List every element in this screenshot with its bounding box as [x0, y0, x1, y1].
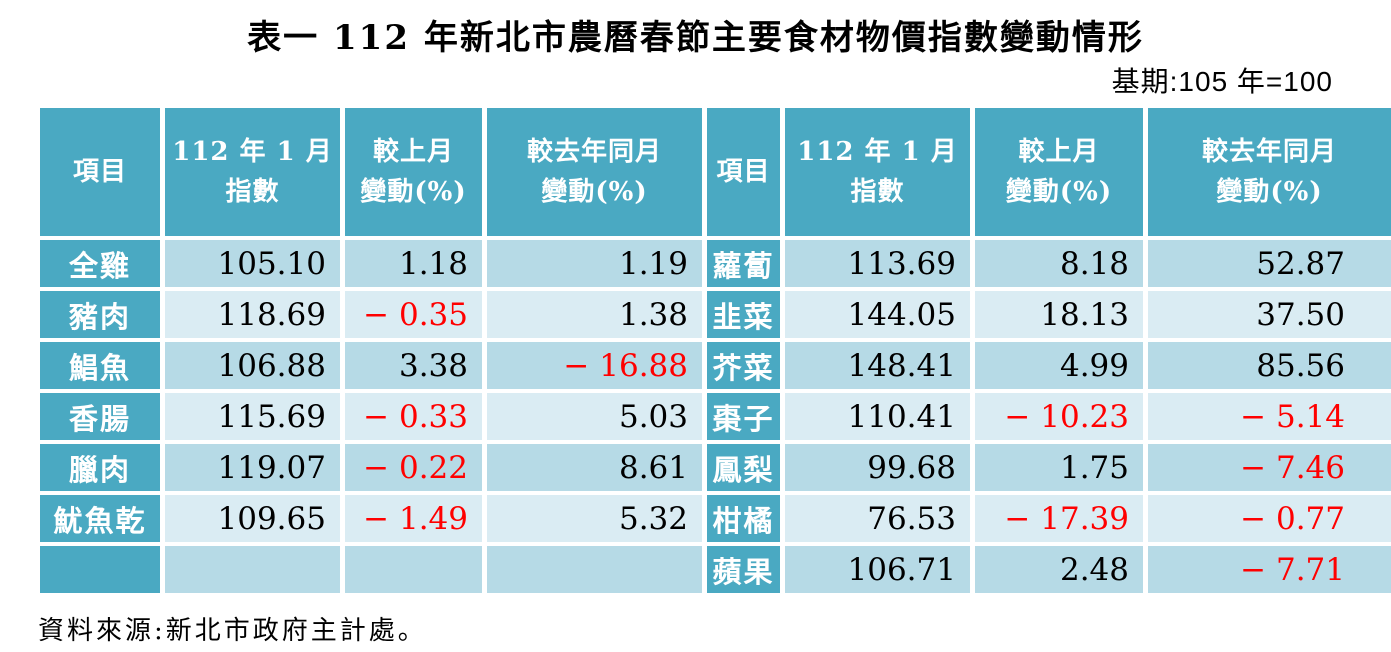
item-cell: 鳳梨	[707, 444, 780, 491]
yoy-cell: 85.56	[1148, 342, 1391, 389]
col-header-yoy-line1: 較去年同月	[1201, 136, 1337, 167]
item-cell: 蘋果	[707, 546, 780, 593]
yoy-cell: 5.03	[487, 393, 702, 440]
mom-cell: 1.18	[345, 240, 482, 287]
mom-cell: 2.48	[975, 546, 1143, 593]
col-header-mom: 較上月變動(%)	[975, 108, 1143, 236]
index-cell	[165, 546, 340, 593]
index-cell: 113.69	[785, 240, 970, 287]
yoy-cell: 1.38	[487, 291, 702, 338]
col-header-mom: 較上月變動(%)	[345, 108, 482, 236]
mom-cell	[345, 546, 482, 593]
mom-cell: − 10.23	[975, 393, 1143, 440]
col-header-yoy: 較去年同月變動(%)	[1148, 108, 1391, 236]
col-header-yoy-line2: 變動(%)	[1216, 177, 1323, 207]
item-cell: 芥菜	[707, 342, 780, 389]
mom-cell: − 0.35	[345, 291, 482, 338]
index-cell: 118.69	[165, 291, 340, 338]
item-cell: 豬肉	[40, 291, 160, 338]
index-cell: 148.41	[785, 342, 970, 389]
col-header-mom-line2: 變動(%)	[1005, 177, 1113, 207]
base-period-note: 基期:105 年=100	[1111, 66, 1333, 97]
item-cell: 香腸	[40, 393, 160, 440]
yoy-cell: 37.50	[1148, 291, 1391, 338]
source-note: 資料來源:新北市政府主計處。	[38, 616, 427, 646]
item-cell: 韭菜	[707, 291, 780, 338]
index-cell: 110.41	[785, 393, 970, 440]
mom-cell: − 17.39	[975, 495, 1143, 542]
item-cell: 棗子	[707, 393, 780, 440]
item-cell: 臘肉	[40, 444, 160, 491]
item-cell: 鯧魚	[40, 342, 160, 389]
index-cell: 76.53	[785, 495, 970, 542]
mom-cell: 1.75	[975, 444, 1143, 491]
yoy-cell: − 7.46	[1148, 444, 1391, 491]
col-header-index-line2: 指數	[225, 177, 280, 207]
col-header-item: 項目	[40, 108, 160, 236]
yoy-cell: − 7.71	[1148, 546, 1391, 593]
col-header-index: 112 年 1 月指數	[785, 108, 970, 236]
col-header-yoy-line2: 變動(%)	[541, 177, 648, 207]
mom-cell: − 0.22	[345, 444, 482, 491]
mom-cell: 3.38	[345, 342, 482, 389]
col-header-index-line2: 指數	[850, 177, 905, 207]
yoy-cell: − 0.77	[1148, 495, 1391, 542]
col-header-index-line1: 112 年 1 月	[172, 136, 333, 167]
yoy-cell: 1.19	[487, 240, 702, 287]
col-header-mom-line1: 較上月	[372, 136, 454, 167]
col-header-index: 112 年 1 月指數	[165, 108, 340, 236]
item-cell: 蘿蔔	[707, 240, 780, 287]
item-cell	[40, 546, 160, 593]
index-cell: 105.10	[165, 240, 340, 287]
col-header-mom-line2: 變動(%)	[360, 177, 467, 207]
item-cell: 柑橘	[707, 495, 780, 542]
yoy-cell: 8.61	[487, 444, 702, 491]
mom-cell: 4.99	[975, 342, 1143, 389]
col-header-index-line1: 112 年 1 月	[797, 136, 958, 167]
mom-cell: 18.13	[975, 291, 1143, 338]
page-title: 表一 112 年新北市農曆春節主要食材物價指數變動情形	[247, 18, 1144, 58]
index-cell: 109.65	[165, 495, 340, 542]
mom-cell: − 1.49	[345, 495, 482, 542]
col-header-yoy-line1: 較去年同月	[526, 136, 662, 167]
yoy-cell: 5.32	[487, 495, 702, 542]
price-index-table: 項目 112 年 1 月指數 較上月 變動(%) 較去年同月 變動(%) 項目 112 年 1…	[40, 108, 1391, 593]
index-cell: 115.69	[165, 393, 340, 440]
item-cell: 魷魚乾	[40, 495, 160, 542]
col-header-item: 項目	[707, 108, 780, 236]
yoy-cell: 52.87	[1148, 240, 1391, 287]
col-header-mom-line1: 較上月	[1018, 136, 1100, 167]
index-cell: 144.05	[785, 291, 970, 338]
index-cell: 106.88	[165, 342, 340, 389]
mom-cell: 8.18	[975, 240, 1143, 287]
index-cell: 99.68	[785, 444, 970, 491]
index-cell: 106.71	[785, 546, 970, 593]
yoy-cell: − 5.14	[1148, 393, 1391, 440]
index-cell: 119.07	[165, 444, 340, 491]
yoy-cell	[487, 546, 702, 593]
col-header-yoy: 較去年同月變動(%)	[487, 108, 702, 236]
mom-cell: − 0.33	[345, 393, 482, 440]
yoy-cell: − 16.88	[487, 342, 702, 389]
item-cell: 全雞	[40, 240, 160, 287]
